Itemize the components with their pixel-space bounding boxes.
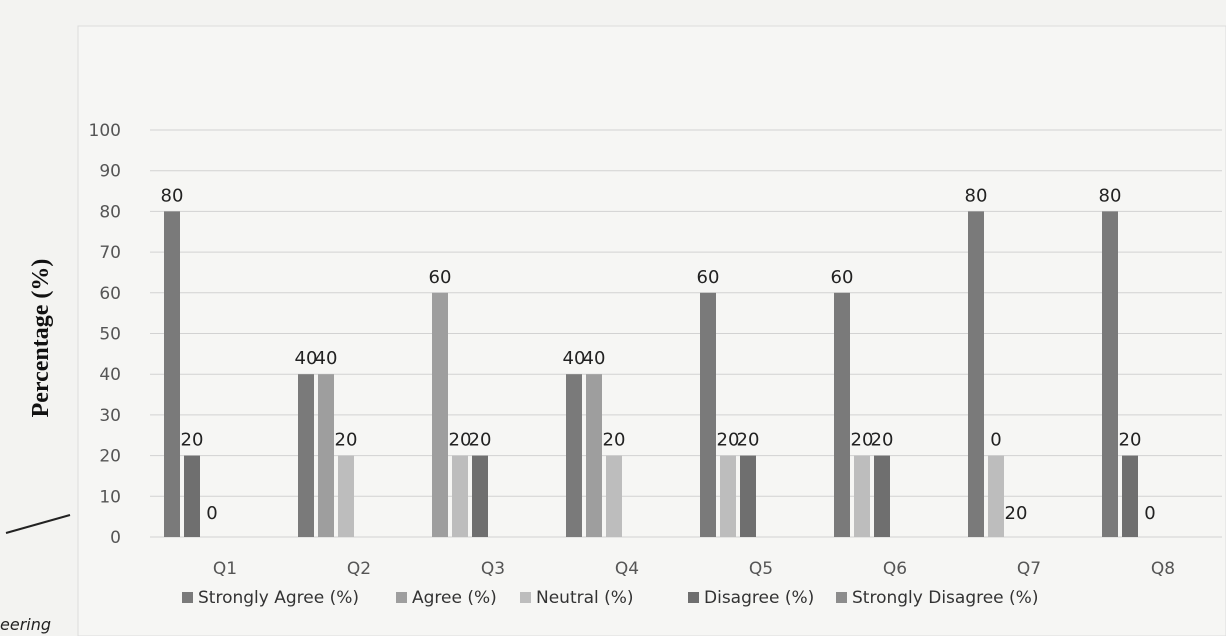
x-tick-label-q5: Q5 <box>749 559 773 579</box>
data-label: 80 <box>1099 185 1122 206</box>
bar-q2-neutral <box>338 455 354 537</box>
x-tick-label-q8: Q8 <box>1151 559 1175 579</box>
bars <box>164 211 1138 537</box>
data-label: 80 <box>965 185 988 206</box>
bar-q3-neutral <box>452 455 468 537</box>
data-label: 40 <box>315 348 338 369</box>
bar-q2-strongly-agree <box>298 374 314 537</box>
data-label: 60 <box>429 267 452 288</box>
data-label: 20 <box>871 430 894 451</box>
y-tick-label: 80 <box>99 202 121 222</box>
legend-label: Agree (%) <box>412 588 497 608</box>
legend-item: Disagree (%) <box>688 588 814 608</box>
data-label: 20 <box>603 430 626 451</box>
bar-q4-agree <box>586 374 602 537</box>
legend-swatch <box>520 592 531 603</box>
data-label: 20 <box>335 430 358 451</box>
legend-item: Neutral (%) <box>520 588 634 608</box>
y-tick-label: 40 <box>99 365 121 385</box>
data-label: 60 <box>831 267 854 288</box>
data-label: 20 <box>717 430 740 451</box>
data-label: 20 <box>181 430 204 451</box>
bar-q8-disagree <box>1122 455 1138 537</box>
data-label: 40 <box>295 348 318 369</box>
bar-q5-strongly-agree <box>700 292 716 537</box>
y-tick-label: 60 <box>99 284 121 304</box>
bar-q5-disagree <box>740 455 756 537</box>
legend-item: Strongly Disagree (%) <box>836 588 1038 608</box>
x-tick-label-q1: Q1 <box>213 559 237 579</box>
legend-item: Strongly Agree (%) <box>182 588 359 608</box>
data-label: 20 <box>737 430 760 451</box>
x-tick-label-q3: Q3 <box>481 559 505 579</box>
data-label: 20 <box>469 430 492 451</box>
bar-q8-strongly-agree <box>1102 211 1118 537</box>
data-label: 0 <box>206 503 217 524</box>
legend-swatch <box>182 592 193 603</box>
data-label: 40 <box>583 348 606 369</box>
legend-item: Agree (%) <box>396 588 497 608</box>
bar-q3-agree <box>432 292 448 537</box>
legend: Strongly Agree (%) Agree (%) Neutral (%) Di… <box>182 588 1038 608</box>
legend-swatch <box>688 592 699 603</box>
y-axis-label: Percentage (%) <box>28 259 54 418</box>
data-label: 40 <box>563 348 586 369</box>
legend-label: Neutral (%) <box>536 588 634 608</box>
data-label: 80 <box>161 185 184 206</box>
data-label: 20 <box>1119 430 1142 451</box>
bar-q6-disagree <box>874 455 890 537</box>
bar-q2-agree <box>318 374 334 537</box>
x-tick-label-q7: Q7 <box>1017 559 1041 579</box>
x-tick-label-q6: Q6 <box>883 559 907 579</box>
legend-label: Strongly Agree (%) <box>198 588 359 608</box>
chart-area <box>77 25 1226 636</box>
stray-text: eering <box>0 615 51 634</box>
bar-q6-strongly-agree <box>834 292 850 537</box>
x-tick-label-q2: Q2 <box>347 559 371 579</box>
x-tick-label-q4: Q4 <box>615 559 639 579</box>
y-tick-label: 10 <box>99 487 121 507</box>
data-label: 60 <box>697 267 720 288</box>
bar-q4-strongly-agree <box>566 374 582 537</box>
data-label: 0 <box>1144 503 1155 524</box>
bar-q1-strongly-agree <box>164 211 180 537</box>
data-labels: 8020040402060202040402060202060202080020… <box>161 185 1156 524</box>
y-tick-label: 0 <box>110 528 121 548</box>
bar-q4-neutral <box>606 455 622 537</box>
legend-swatch <box>836 592 847 603</box>
data-label: 20 <box>1005 503 1028 524</box>
data-label: 0 <box>990 430 1001 451</box>
bar-q7-neutral <box>988 455 1004 537</box>
y-tick-label: 70 <box>99 243 121 263</box>
y-tick-label: 50 <box>99 325 121 345</box>
x-axis-ticks: Q1 Q2 Q3 Q4 Q5 Q6 Q7 Q8 <box>213 559 1175 579</box>
y-tick-label: 30 <box>99 406 121 426</box>
bar-q6-neutral <box>854 455 870 537</box>
y-tick-label: 90 <box>99 162 121 182</box>
bar-q3-disagree <box>472 455 488 537</box>
legend-label: Disagree (%) <box>704 588 814 608</box>
bar-q1-disagree <box>184 455 200 537</box>
legend-swatch <box>396 592 407 603</box>
y-axis-ticks: 0 10 20 30 40 50 60 70 80 90 100 <box>89 121 121 548</box>
bar-q5-neutral <box>720 455 736 537</box>
y-tick-label: 20 <box>99 447 121 467</box>
stray-mark <box>5 514 71 534</box>
data-label: 20 <box>449 430 472 451</box>
data-label: 20 <box>851 430 874 451</box>
y-tick-label: 100 <box>89 121 121 141</box>
legend-label: Strongly Disagree (%) <box>852 588 1038 608</box>
bar-q7-strongly-agree <box>968 211 984 537</box>
